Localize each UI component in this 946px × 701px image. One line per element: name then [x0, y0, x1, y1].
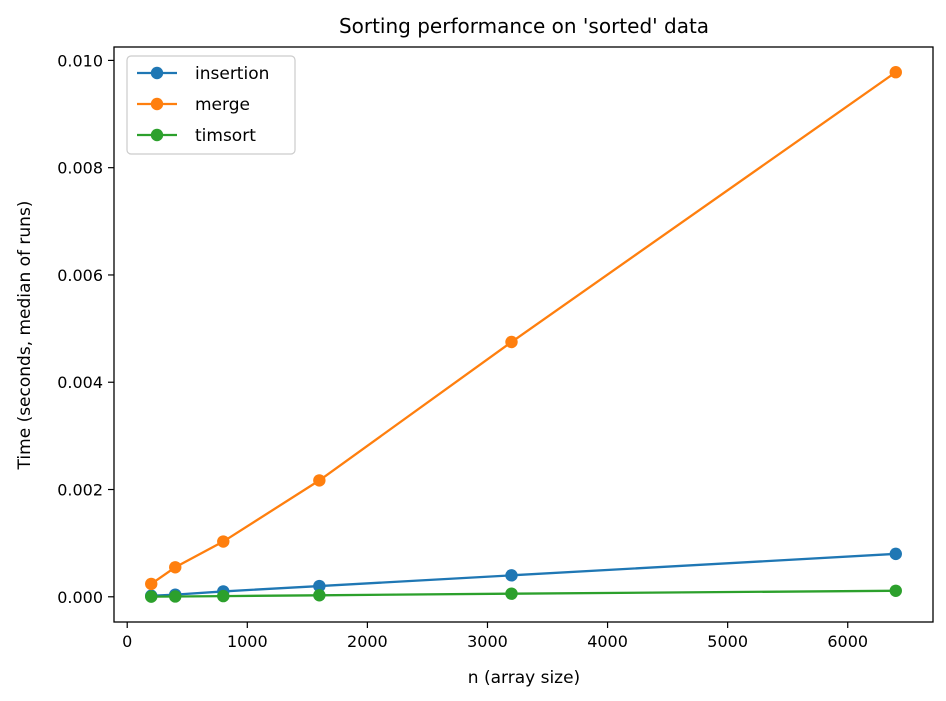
y-tick-label: 0.010 [57, 51, 103, 70]
x-axis-label: n (array size) [468, 668, 580, 688]
legend-label: timsort [195, 126, 256, 146]
legend: insertion merge timsort [126, 55, 296, 155]
data-point-merge [169, 561, 182, 574]
y-tick-label: 0.008 [57, 159, 103, 178]
legend-item-insertion: insertion [137, 64, 269, 84]
data-point-timsort [145, 590, 158, 603]
x-axis: 0 1000 2000 3000 4000 5000 6000 [122, 622, 868, 651]
legend-label: merge [195, 95, 250, 115]
data-point-insertion [505, 569, 518, 582]
x-tick-label: 0 [122, 632, 132, 651]
legend-frame [126, 55, 296, 155]
x-tick-label: 2000 [347, 632, 388, 651]
data-point-timsort [313, 589, 326, 602]
legend-swatch-marker [150, 128, 164, 142]
series-line-timsort [151, 589, 896, 598]
y-axis-label: Time (seconds, median of runs) [15, 201, 35, 471]
data-point-timsort [169, 590, 182, 603]
data-point-timsort [217, 589, 230, 603]
series-line-insertion [151, 552, 896, 597]
data-point-merge [145, 577, 158, 591]
legend-item-timsort: timsort [137, 126, 256, 146]
chart-title: Sorting performance on 'sorted' data [339, 14, 709, 38]
legend-swatch-marker [150, 66, 164, 80]
data-point-timsort [889, 584, 902, 597]
x-tick-label: 6000 [827, 632, 868, 651]
y-axis: 0.000 0.002 0.004 0.006 0.008 0.010 [57, 51, 114, 607]
legend-label: insertion [195, 64, 269, 84]
legend-item-merge: merge [137, 95, 250, 115]
y-tick-label: 0.000 [57, 588, 103, 607]
x-tick-label: 4000 [587, 632, 628, 651]
data-point-merge [505, 335, 518, 349]
plot-area-frame [113, 46, 934, 623]
data-point-merge [313, 474, 326, 487]
y-tick-label: 0.004 [57, 373, 103, 392]
x-tick-label: 5000 [707, 632, 748, 651]
legend-swatch-marker [150, 97, 164, 111]
x-tick-label: 1000 [227, 632, 268, 651]
series-layer [145, 66, 902, 603]
data-point-insertion [313, 579, 326, 593]
data-point-merge [217, 535, 230, 548]
y-tick-label: 0.006 [57, 266, 103, 285]
data-point-merge [889, 66, 902, 79]
y-tick-label: 0.002 [57, 481, 103, 500]
data-point-timsort [505, 587, 518, 600]
series-timsort [145, 584, 902, 603]
series-merge [145, 66, 902, 591]
data-point-insertion [889, 547, 902, 561]
x-tick-label: 3000 [467, 632, 508, 651]
